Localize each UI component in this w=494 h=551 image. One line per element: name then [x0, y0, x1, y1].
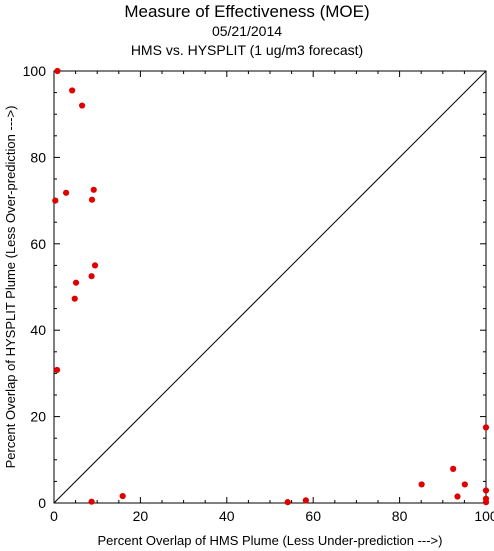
data-point — [482, 499, 490, 506]
y-tick-label: 40 — [30, 322, 46, 338]
data-point — [461, 481, 468, 488]
y-tick-label: 0 — [38, 495, 46, 511]
data-point — [88, 196, 96, 203]
data-point — [88, 498, 95, 505]
x-axis-label: Percent Overlap of HMS Plume (Less Under… — [98, 533, 443, 548]
data-point — [88, 273, 95, 280]
x-tick-label: 80 — [392, 508, 408, 524]
data-point — [284, 499, 291, 506]
data-point — [62, 189, 70, 196]
data-point — [302, 497, 309, 504]
x-tick-label: 20 — [133, 508, 149, 524]
data-point — [78, 102, 86, 109]
diagonal-reference-line — [53, 70, 487, 504]
data-point — [482, 487, 490, 494]
data-point — [418, 481, 425, 488]
data-point — [450, 465, 457, 472]
x-tick-label: 0 — [50, 508, 58, 524]
y-tick-label: 100 — [23, 63, 47, 79]
data-point — [52, 197, 59, 204]
y-axis-label: Percent Overlap of HYSPLIT Plume (Less O… — [3, 106, 18, 469]
chart-subtitle: HMS vs. HYSPLIT (1 ug/m3 forecast) — [130, 42, 364, 58]
y-tick-label: 60 — [30, 236, 46, 252]
x-tick-label: 60 — [305, 508, 321, 524]
y-tick-label: 80 — [30, 149, 46, 165]
data-point — [482, 424, 490, 431]
chart-title: Measure of Effectiveness (MOE) — [124, 2, 370, 21]
data-point — [69, 87, 76, 94]
data-point — [53, 366, 61, 374]
data-point — [454, 493, 461, 500]
data-point — [72, 279, 80, 286]
data-point — [54, 67, 61, 75]
data-point — [71, 295, 78, 302]
x-tick-label: 40 — [219, 508, 235, 524]
data-point — [90, 186, 97, 193]
data-point — [91, 262, 99, 269]
chart-date: 05/21/2014 — [211, 23, 283, 39]
x-tick-label: 100 — [474, 508, 494, 524]
y-tick-label: 20 — [30, 409, 46, 425]
data-point — [119, 492, 126, 500]
